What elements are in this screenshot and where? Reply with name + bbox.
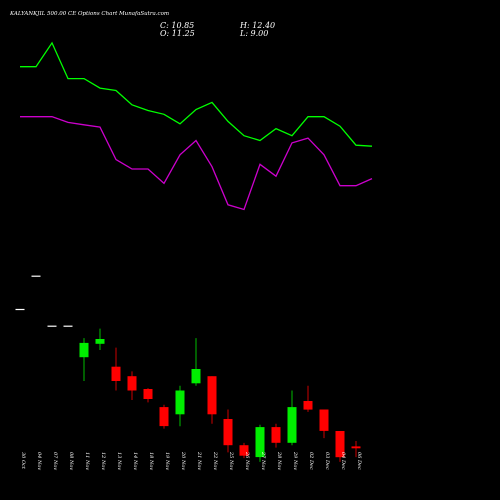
candle bbox=[31, 275, 41, 277]
x-tick-label: 11 Nov bbox=[84, 452, 90, 470]
candle bbox=[351, 441, 361, 458]
candle bbox=[111, 347, 121, 391]
x-tick-label: 21 Nov bbox=[196, 451, 202, 470]
x-tick-label: 22 Nov bbox=[212, 451, 218, 470]
candle bbox=[303, 385, 313, 412]
candle bbox=[191, 338, 201, 386]
candles bbox=[15, 275, 361, 462]
candle-body bbox=[175, 390, 185, 415]
candle bbox=[95, 328, 105, 350]
candle-body bbox=[207, 376, 217, 415]
candle-body bbox=[223, 419, 233, 446]
lower-indicator-line bbox=[20, 116, 373, 211]
x-tick-label: 25 Nov bbox=[228, 451, 234, 470]
candle-body bbox=[127, 376, 137, 391]
candle-body bbox=[287, 407, 297, 443]
candle bbox=[79, 338, 89, 381]
x-tick-label: 26 Nov bbox=[244, 451, 250, 470]
x-tick-label: 07 Nov bbox=[52, 452, 58, 470]
x-axis-ticks: 30 Oct 04 Nov 07 Nov 08 Nov 11 Nov 12 Nov 13 N… bbox=[20, 451, 362, 470]
candle-body bbox=[31, 275, 41, 277]
close-readout: C: 10.85 bbox=[160, 21, 194, 30]
x-tick-label: 14 Nov bbox=[132, 452, 138, 470]
x-tick-label: 20 Nov bbox=[180, 451, 186, 470]
candle bbox=[127, 371, 137, 400]
candle-body bbox=[335, 431, 345, 458]
candle-body bbox=[351, 446, 361, 449]
high-readout: H: 12.40 bbox=[239, 21, 275, 30]
candle-body bbox=[15, 308, 25, 311]
candle bbox=[15, 308, 25, 311]
candle bbox=[63, 325, 73, 327]
candle-body bbox=[79, 342, 89, 358]
candle bbox=[319, 409, 329, 439]
candle-body bbox=[111, 366, 121, 381]
x-tick-label: 08 Nov bbox=[68, 452, 74, 470]
candle-body bbox=[47, 325, 57, 327]
chart-title: KALYANKJIL 500.00 CE Options Chart Munaf… bbox=[9, 11, 169, 17]
candle bbox=[223, 409, 233, 453]
candle bbox=[47, 325, 57, 327]
indicator-lines bbox=[20, 41, 373, 211]
candle bbox=[159, 404, 169, 429]
candle-body bbox=[191, 369, 201, 384]
candle-body bbox=[303, 401, 313, 410]
open-readout: O: 11.25 bbox=[160, 29, 195, 38]
candle-body bbox=[255, 427, 265, 458]
x-tick-label: 04 Nov bbox=[36, 452, 42, 470]
candle-body bbox=[319, 409, 329, 431]
candle bbox=[175, 385, 185, 427]
candle bbox=[255, 424, 265, 462]
x-tick-label: 04 Dec bbox=[340, 452, 346, 470]
x-tick-label: 18 Nov bbox=[148, 452, 154, 470]
candle-body bbox=[63, 325, 73, 327]
x-tick-label: 30 Oct bbox=[20, 452, 26, 470]
x-tick-label: 19 Nov bbox=[164, 452, 170, 470]
x-tick-label: 06 Dec bbox=[356, 452, 362, 470]
candle bbox=[335, 431, 345, 462]
upper-indicator-line bbox=[20, 41, 373, 147]
x-tick-label: 28 Nov bbox=[276, 451, 282, 470]
x-tick-label: 13 Nov bbox=[116, 452, 122, 470]
candle bbox=[287, 390, 297, 446]
candle bbox=[207, 376, 217, 424]
x-tick-label: 03 Dec bbox=[324, 452, 330, 470]
candle bbox=[143, 388, 153, 403]
candle bbox=[239, 442, 249, 459]
candle bbox=[271, 423, 281, 448]
candle-body bbox=[239, 445, 249, 456]
candle-body bbox=[143, 389, 153, 399]
candle-body bbox=[271, 427, 281, 443]
x-tick-label: 27 Nov bbox=[260, 451, 266, 470]
x-tick-label: 02 Dec bbox=[308, 452, 314, 470]
x-tick-label: 12 Nov bbox=[100, 452, 106, 470]
low-readout: L: 9.00 bbox=[239, 29, 268, 38]
candle-body bbox=[159, 407, 169, 427]
x-tick-label: 29 Nov bbox=[292, 451, 298, 470]
candle-body bbox=[95, 339, 105, 344]
